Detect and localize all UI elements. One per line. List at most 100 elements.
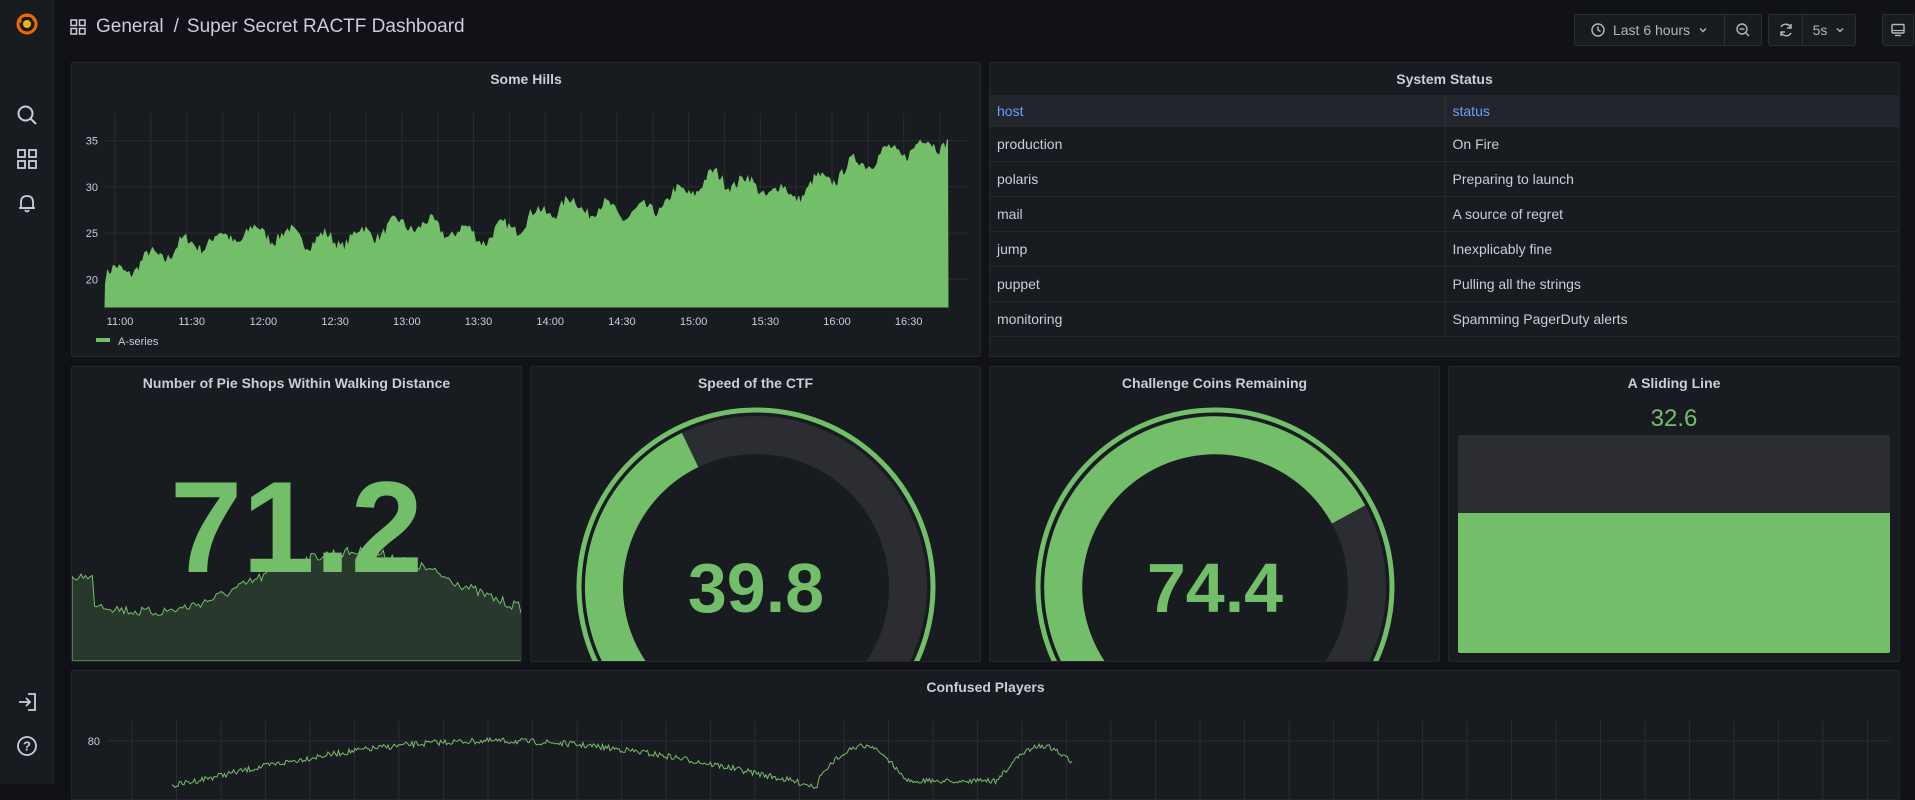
x-tick-label: 16:30 [895,316,923,328]
cell-host: jump [997,241,1028,257]
x-tick-label: 15:30 [752,316,780,328]
cell-status: Preparing to launch [1444,162,1900,196]
gauge-fill [585,432,699,661]
series-line [171,736,1073,790]
bar-gauge-fill [1458,513,1890,653]
alerting-bell-icon[interactable] [13,189,41,217]
x-tick-label: 15:00 [680,316,708,328]
cell-host: polaris [997,171,1039,187]
y-tick-label: 30 [86,182,98,194]
sidebar: ? [0,0,54,784]
panel-title: Confused Players [926,679,1045,695]
y-tick-label: 80 [88,736,100,748]
speed-gauge: 39.8 [576,407,936,661]
help-icon[interactable]: ? [13,732,41,760]
panel-sliding-line[interactable]: A Sliding Line 32.6 [1448,366,1900,662]
table-header-row: host status [990,95,1899,127]
panel-title: Number of Pie Shops Within Walking Dista… [142,375,451,391]
table-row: mail A source of regret [990,197,1899,232]
x-tick-label: 11:30 [178,316,205,328]
series-area-a-series [104,139,949,308]
bar-gauge-track [1458,435,1890,653]
time-range-button[interactable]: Last 6 hours [1575,15,1725,45]
x-tick-label: 14:30 [608,316,636,328]
tv-mode-group [1882,14,1914,46]
x-tick-label: 13:00 [393,316,421,328]
breadcrumb: General / Super Secret RACTF Dashboard [70,16,465,38]
status-table: host status production On Fire polaris Pre… [990,95,1899,337]
panel-system-status[interactable]: System Status host status production On F… [989,62,1900,357]
zoom-out-button[interactable] [1725,15,1761,45]
x-tick-label: 13:30 [465,316,493,328]
x-tick-label: 14:00 [536,316,564,328]
x-tick-label: 11:00 [107,316,134,328]
panel-title: Some Hills [490,71,562,87]
cell-host: puppet [997,276,1040,292]
cell-status: A source of regret [1444,197,1900,231]
panel-pie-shops[interactable]: Number of Pie Shops Within Walking Dista… [71,366,522,662]
y-tick-label: 35 [86,136,98,148]
breadcrumb-folder[interactable]: General [96,16,164,37]
clock-icon [1591,23,1605,37]
stat-value: 71.2 [169,454,424,600]
y-tick-label: 25 [86,228,98,240]
grafana-logo-icon[interactable] [13,10,41,38]
bar-gauge-value: 32.6 [1650,405,1698,432]
panel-title: Challenge Coins Remaining [1121,375,1308,391]
cell-host: mail [997,206,1023,222]
gauge-fill [1044,416,1366,661]
panel-some-hills[interactable]: Some Hills 20 25 30 35 11:00 11:30 12:00 12:30 1… [71,62,981,357]
time-range-label: Last 6 hours [1612,22,1691,38]
gauge-threshold-ring [1035,407,1395,661]
table-row: jump Inexplicably fine [990,232,1899,267]
refresh-button[interactable] [1769,15,1803,45]
table-row: polaris Preparing to launch [990,162,1899,197]
panel-speed-of-ctf[interactable]: Speed of the CTF 39.8 [530,366,981,662]
panel-title: Speed of the CTF [697,375,814,391]
zoom-out-icon [1736,23,1750,37]
sign-in-icon[interactable] [13,688,41,716]
x-tick-label: 12:00 [250,316,278,328]
table-row: production On Fire [990,127,1899,162]
coins-gauge: 74.4 [1035,407,1395,661]
hills-chart: 20 25 30 35 11:00 11:30 12:00 12:30 13:00 13:30 14… [86,113,967,348]
chevron-down-icon [1699,28,1707,33]
panel-title: A Sliding Line [1627,375,1721,391]
cell-host: production [997,136,1063,152]
refresh-interval-dropdown[interactable]: 5s [1803,15,1855,45]
table-row: puppet Pulling all the strings [990,267,1899,302]
y-tick-label: 20 [86,274,98,286]
column-header-status[interactable]: status [1444,95,1900,126]
column-header-host[interactable]: host [997,102,1024,119]
cell-status: Inexplicably fine [1444,232,1900,266]
gauge-value: 74.4 [1147,549,1283,627]
dashboard-grid-icon [70,19,86,35]
cell-status: On Fire [1444,127,1900,161]
panel-challenge-coins[interactable]: Challenge Coins Remaining 74.4 [989,366,1440,662]
cell-status: Spamming PagerDuty alerts [1444,302,1900,336]
legend-label-a-series[interactable]: A-series [118,336,159,348]
cell-host: monitoring [997,311,1063,327]
tv-mode-icon [1891,23,1905,37]
refresh-icon [1779,23,1792,37]
cell-status: Pulling all the strings [1444,267,1900,301]
legend-swatch [96,338,110,342]
refresh-interval-label: 5s [1812,22,1828,38]
sparkline-area [72,546,521,661]
chevron-down-icon [1836,28,1844,33]
panel-confused-players[interactable]: Confused Players 80 [71,670,1900,800]
x-tick-label: 12:30 [321,316,349,328]
svg-text:?: ? [23,739,31,754]
table-row: monitoring Spamming PagerDuty alerts [990,302,1899,337]
breadcrumb-separator: / [173,16,179,37]
x-tick-label: 16:00 [823,316,851,328]
dashboards-icon[interactable] [13,145,41,173]
time-picker-group: Last 6 hours [1574,14,1762,46]
dashboard-navbar: General / Super Secret RACTF Dashboard L… [54,0,1915,60]
gauge-threshold-ring [576,407,936,661]
tv-mode-button[interactable] [1883,15,1913,45]
panel-title: System Status [1396,71,1493,87]
refresh-picker-group: 5s [1768,14,1856,46]
search-icon[interactable] [13,101,41,129]
breadcrumb-dashboard-title[interactable]: Super Secret RACTF Dashboard [186,16,465,37]
